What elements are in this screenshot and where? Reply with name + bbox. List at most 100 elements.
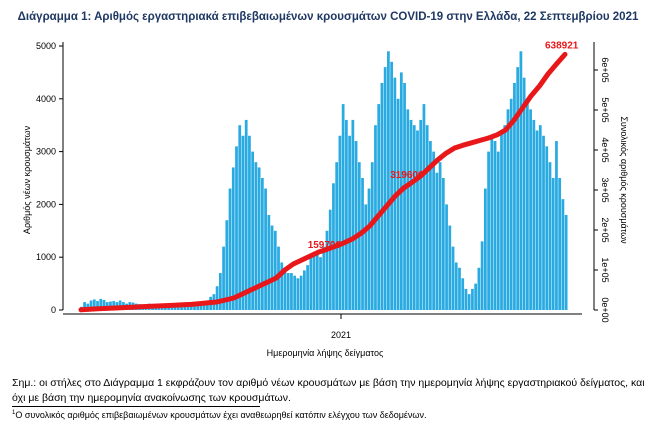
y-right-tick-label: 3e+05: [600, 177, 610, 202]
bar: [503, 125, 507, 310]
bar: [83, 302, 86, 310]
bar: [225, 220, 229, 310]
bar: [309, 257, 313, 310]
bar: [412, 125, 416, 310]
bar: [467, 294, 471, 310]
bar: [490, 135, 494, 310]
bar: [296, 278, 300, 310]
bar: [383, 67, 387, 311]
bar: [367, 188, 371, 310]
cumulative-line: 159700 319606 638921: [78, 40, 579, 313]
bar: [425, 125, 429, 310]
bar: [487, 151, 490, 310]
bar: [319, 257, 322, 310]
bar: [264, 188, 267, 310]
bar: [390, 61, 393, 311]
bar: [338, 135, 342, 310]
bar: [215, 286, 219, 310]
cumulative-line-path: [78, 51, 568, 313]
bar: [522, 77, 526, 311]
bar: [199, 303, 203, 310]
bar: [458, 267, 461, 310]
bar: [273, 230, 277, 310]
bar: [432, 151, 436, 310]
bar: [422, 104, 426, 310]
footnote: 1Ο συνολικός αριθμός επιβεβαιωμένων κρου…: [12, 410, 426, 420]
bar: [370, 162, 374, 310]
x-tick-label: 2021: [331, 330, 351, 340]
bar: [348, 135, 351, 310]
bar: [302, 270, 306, 310]
bar: [290, 273, 293, 310]
bar: [471, 288, 474, 310]
y-right-tick-label: 2e+05: [600, 217, 610, 242]
y-right-tick-label: 6e+05: [600, 57, 610, 82]
bar: [555, 141, 558, 310]
bar: [335, 162, 339, 310]
bar: [461, 278, 465, 310]
bar: [96, 301, 99, 310]
bar: [92, 299, 96, 310]
bar: [322, 246, 326, 310]
bar: [189, 304, 193, 310]
bar: [228, 188, 232, 310]
bar: [222, 246, 225, 310]
bar: [286, 273, 290, 310]
y-left-tick-label: 5000: [36, 41, 56, 51]
bar: [396, 98, 400, 310]
y-right-tick-label: 5e+05: [600, 97, 610, 122]
bar: [283, 267, 287, 310]
bars: [80, 51, 568, 311]
bar: [477, 267, 481, 310]
y-left-tick-label: 3000: [36, 147, 56, 157]
bar: [377, 104, 381, 310]
bar: [483, 188, 487, 310]
bar: [525, 98, 529, 310]
bar: [448, 225, 452, 310]
bar: [196, 303, 200, 310]
bar: [513, 82, 516, 311]
bar: [361, 178, 364, 310]
bar: [480, 241, 484, 310]
bar: [231, 167, 235, 310]
chart: 0 1000 2000 3000 4000 5000 0e+00 1e+05 2e+05 3e+0…: [22, 40, 629, 358]
cumulative-value-label: 159700: [308, 240, 342, 251]
bar: [380, 82, 384, 311]
bar: [516, 67, 520, 311]
bar: [416, 130, 419, 310]
bar: [506, 109, 510, 310]
x-axis-label: Ημερομηνία λήψης δείγματος: [267, 348, 384, 358]
bar: [445, 204, 448, 310]
bar: [558, 178, 562, 310]
bar: [325, 230, 329, 310]
bar: [509, 98, 513, 310]
bar: [251, 151, 255, 310]
bar: [454, 262, 458, 310]
bar: [500, 130, 503, 310]
footnote-divider: [12, 406, 260, 407]
bar: [328, 209, 332, 310]
bar: [441, 178, 445, 310]
bar: [341, 104, 345, 310]
bar: [118, 300, 122, 310]
bar: [464, 288, 468, 310]
bar: [315, 254, 319, 310]
bar: [532, 119, 536, 310]
bar: [535, 130, 539, 310]
bar: [351, 119, 355, 310]
bar: [89, 300, 93, 310]
bar: [280, 262, 284, 310]
axes: 0 1000 2000 3000 4000 5000 0e+00 1e+05 2e+05 3e+0…: [36, 41, 610, 340]
bar: [429, 141, 432, 310]
y-left-tick-label: 4000: [36, 94, 56, 104]
bar: [260, 178, 264, 310]
bar: [270, 225, 274, 310]
bar: [538, 125, 542, 310]
bar: [548, 162, 552, 310]
bar: [238, 125, 242, 310]
bar: [354, 141, 358, 310]
bar: [345, 119, 348, 310]
bar: [293, 275, 297, 310]
bar: [267, 214, 271, 310]
bar: [403, 82, 406, 311]
